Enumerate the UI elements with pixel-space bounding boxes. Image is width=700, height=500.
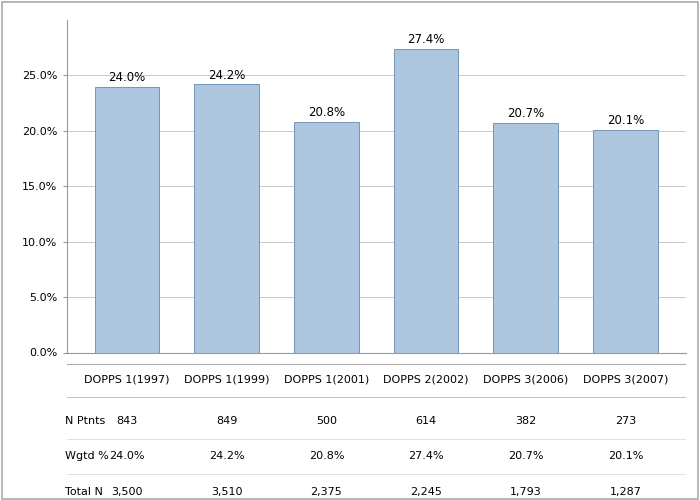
Text: Wgtd %: Wgtd % — [65, 451, 109, 461]
Text: 2,375: 2,375 — [311, 486, 342, 496]
Text: 614: 614 — [416, 416, 437, 426]
Text: 273: 273 — [615, 416, 636, 426]
Text: Total N: Total N — [65, 486, 103, 496]
Text: DOPPS 3(2006): DOPPS 3(2006) — [483, 374, 568, 384]
Text: 20.8%: 20.8% — [309, 451, 344, 461]
Text: 1,287: 1,287 — [610, 486, 641, 496]
Text: 20.7%: 20.7% — [508, 451, 543, 461]
Text: 1,793: 1,793 — [510, 486, 542, 496]
Text: DOPPS 3(2007): DOPPS 3(2007) — [583, 374, 668, 384]
Text: 382: 382 — [515, 416, 536, 426]
Text: 20.8%: 20.8% — [308, 106, 345, 119]
Text: 843: 843 — [116, 416, 138, 426]
Bar — [294, 122, 359, 352]
Text: 24.2%: 24.2% — [208, 68, 246, 82]
Bar — [195, 84, 259, 352]
Bar — [494, 123, 558, 352]
Text: 3,500: 3,500 — [111, 486, 143, 496]
Text: 2,245: 2,245 — [410, 486, 442, 496]
Text: DOPPS 2(2002): DOPPS 2(2002) — [384, 374, 469, 384]
Text: 500: 500 — [316, 416, 337, 426]
Text: DOPPS 1(2001): DOPPS 1(2001) — [284, 374, 369, 384]
Text: DOPPS 1(1997): DOPPS 1(1997) — [84, 374, 170, 384]
Text: 24.0%: 24.0% — [109, 451, 145, 461]
Text: 20.7%: 20.7% — [507, 108, 545, 120]
Bar — [94, 86, 160, 352]
Text: 3,510: 3,510 — [211, 486, 242, 496]
Text: 24.2%: 24.2% — [209, 451, 244, 461]
Text: 849: 849 — [216, 416, 237, 426]
Text: 27.4%: 27.4% — [407, 33, 444, 46]
Text: 20.1%: 20.1% — [607, 114, 644, 127]
Text: DOPPS 1(1999): DOPPS 1(1999) — [184, 374, 270, 384]
Bar — [393, 49, 458, 352]
Bar — [593, 130, 658, 352]
Text: 24.0%: 24.0% — [108, 70, 146, 84]
Text: 20.1%: 20.1% — [608, 451, 643, 461]
Text: N Ptnts: N Ptnts — [65, 416, 106, 426]
Text: 27.4%: 27.4% — [408, 451, 444, 461]
